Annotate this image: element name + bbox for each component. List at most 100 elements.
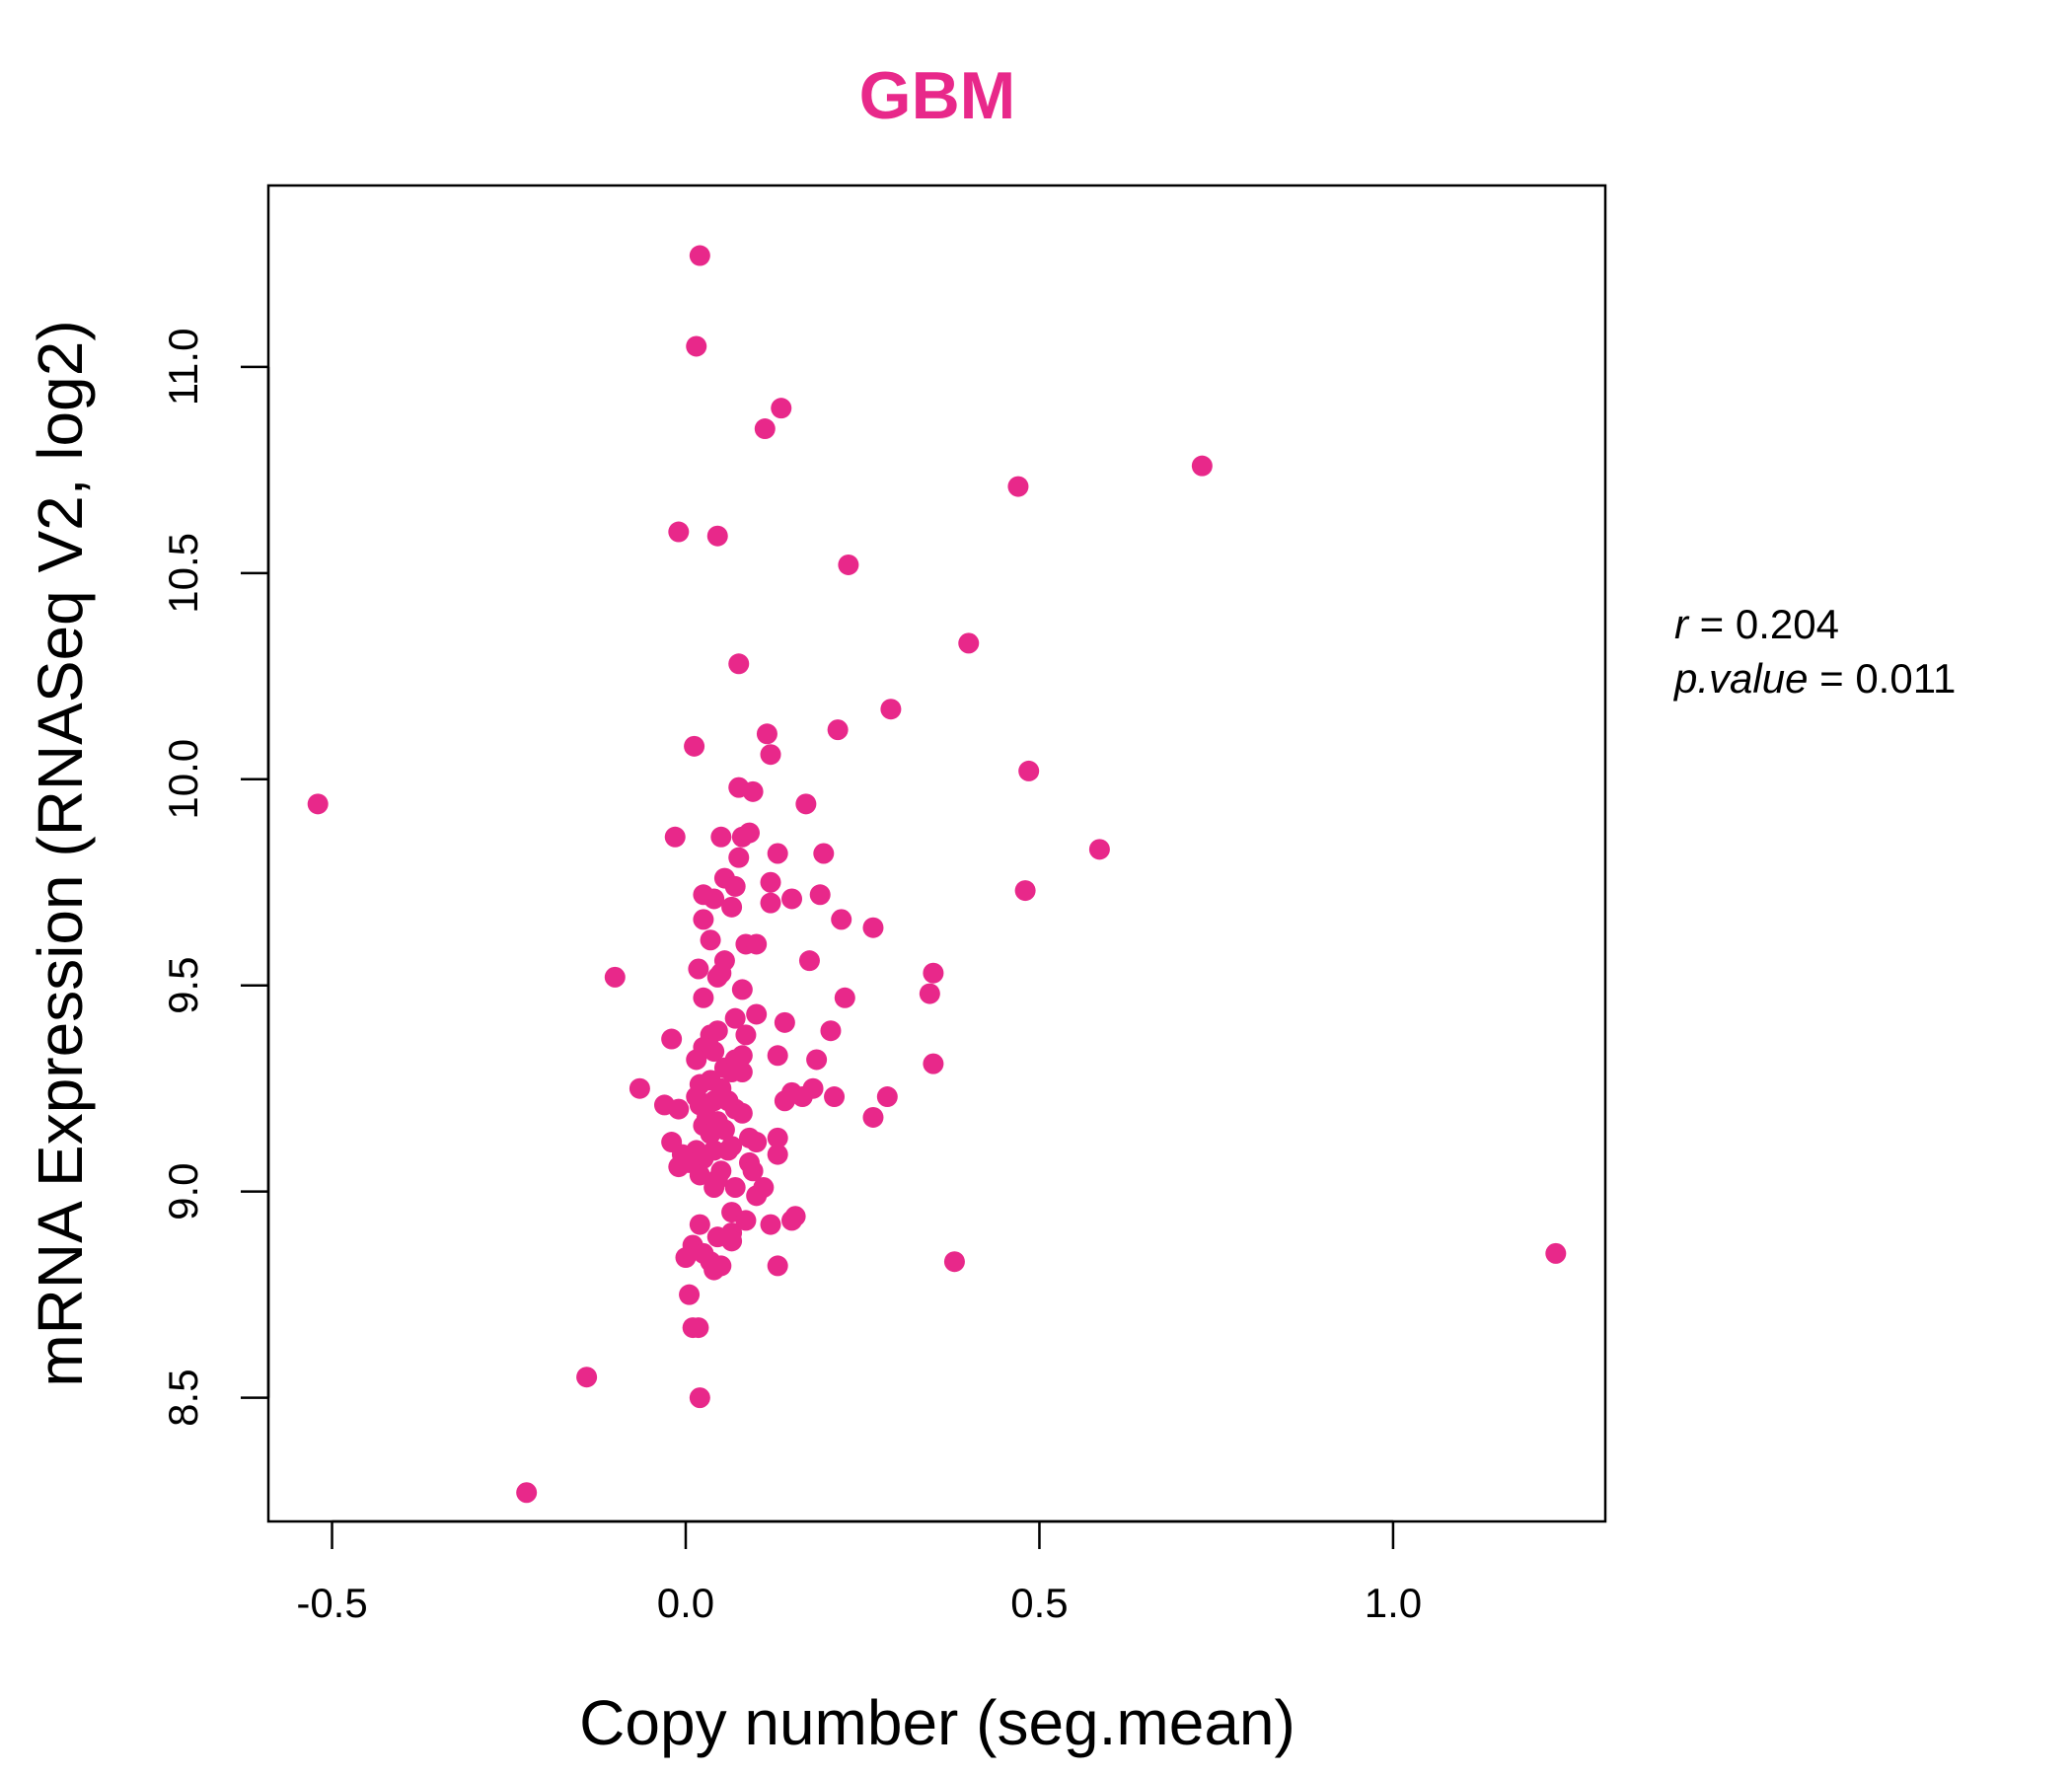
data-point [516,1482,538,1504]
correlation-stat: r = 0.204 [1674,601,1839,647]
data-point [923,1053,944,1074]
data-point [876,1086,898,1108]
data-point [880,699,902,720]
data-point [767,1144,788,1165]
data-point [774,1090,795,1112]
data-point [791,1086,813,1108]
data-point [760,1214,781,1235]
data-point [756,723,777,745]
x-tick-label: -0.5 [296,1580,367,1626]
y-tick-label: 10.0 [160,739,206,820]
data-point [728,847,750,868]
data-point [735,1210,757,1231]
data-point [721,1230,743,1252]
data-point [703,888,725,910]
x-tick-label: 1.0 [1365,1580,1422,1626]
data-point [706,525,728,547]
data-point [809,884,831,906]
data-point [767,1045,788,1067]
data-point [664,826,686,848]
y-tick-label: 11.0 [160,329,206,407]
y-tick-label: 10.5 [160,533,206,614]
data-point [703,1041,725,1063]
data-point [604,966,626,988]
data-point [679,1284,701,1305]
data-point [735,1024,757,1046]
p-equals: = [1819,655,1855,702]
data-point [675,1247,697,1269]
data-point [731,1102,753,1124]
data-point [661,1028,683,1050]
data-point [689,1387,710,1409]
data-point [717,1140,739,1161]
data-point [746,1185,768,1207]
data-point [746,1132,768,1153]
data-point [1018,760,1040,781]
data-point [1007,476,1029,497]
data-point [919,983,940,1004]
data-point [689,1214,710,1235]
data-point [824,1086,846,1108]
data-point [724,1177,746,1198]
data-point [767,1255,788,1277]
data-point [760,744,781,766]
data-point [834,987,855,1008]
data-point [728,653,750,675]
data-point [576,1367,598,1388]
data-point [746,1003,768,1025]
data-point [1088,839,1110,860]
x-tick-label: 0.0 [657,1580,714,1626]
y-tick-label: 9.0 [160,1162,206,1220]
data-point [724,1007,746,1029]
data-point [721,896,743,918]
data-point [862,1106,884,1128]
x-axis-label: Copy number (seg.mean) [579,1687,1295,1758]
data-point [827,719,849,741]
data-point [689,1164,710,1186]
p-label: p.value [1672,655,1808,702]
data-point [767,843,788,864]
data-point [771,398,792,419]
data-point [686,335,707,357]
data-point [1191,455,1213,477]
r-equals: = [1700,601,1736,647]
chart-title: GBM [859,58,1016,133]
data-point [760,871,781,893]
data-point [684,735,705,757]
plot-frame [266,184,1607,1523]
data-point [831,909,852,930]
r-label: r [1674,601,1690,647]
data-point [943,1251,965,1273]
data-point [668,1156,690,1178]
data-point [958,632,980,654]
data-point [806,1049,828,1071]
data-point [703,1259,725,1281]
data-point [688,1317,709,1339]
data-point [754,418,776,440]
data-point [862,917,884,938]
y-axis-label: mRNA Expression (RNASeq V2, log2) [25,320,96,1386]
data-point [307,793,329,815]
data-point [629,1077,650,1099]
data-point [706,966,728,988]
data-point [923,962,944,984]
data-point [746,933,768,955]
data-point [760,892,781,914]
data-point [653,1094,675,1116]
p-value-stat: p.value = 0.011 [1672,655,1956,702]
data-point [781,888,803,910]
y-tick-label: 9.5 [160,957,206,1014]
data-point [731,1061,753,1082]
data-point [795,793,817,815]
data-point [742,780,764,802]
y-tick-label: 8.5 [160,1369,206,1426]
data-point [1545,1242,1567,1264]
data-point [693,987,714,1008]
data-point [739,822,761,844]
data-point [820,1020,842,1042]
r-value: 0.204 [1736,601,1839,647]
data-point [798,950,820,972]
data-point [1014,880,1036,902]
data-point [688,958,709,980]
